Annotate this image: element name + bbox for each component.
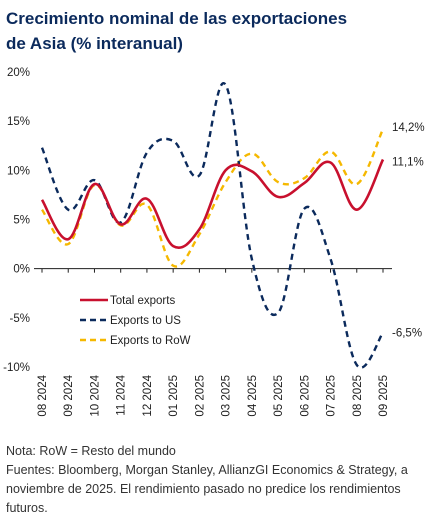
x-tick-label: 04 2025 — [247, 375, 259, 417]
x-tick-label: 12 2024 — [142, 374, 154, 416]
chart-title-line-2: de Asia (% interanual) — [6, 34, 183, 53]
y-tick-label: 5% — [13, 215, 30, 227]
x-tick-label: 09 2024 — [63, 374, 75, 416]
legend-label-us: Exports to US — [110, 315, 181, 327]
x-tick-label: 11 2024 — [116, 374, 128, 415]
x-tick-label: 03 2025 — [221, 375, 233, 417]
y-tick-label: 20% — [7, 67, 30, 79]
y-tick-label: 10% — [7, 165, 30, 177]
x-tick-label: 06 2025 — [299, 375, 311, 417]
footer-sources: Fuentes: Bloomberg, Morgan Stanley, Alli… — [6, 463, 408, 515]
x-tick-label: 08 2025 — [352, 375, 364, 417]
chart-title-line-1: Crecimiento nominal de las exportaciones — [6, 9, 348, 28]
y-tick-label: 15% — [7, 116, 30, 128]
end-label-total: 11,1% — [392, 157, 424, 169]
x-tick-label: 09 2025 — [378, 375, 390, 417]
footer-note: Nota: RoW = Resto del mundo — [6, 444, 176, 458]
end-label-us: -6,5% — [392, 328, 422, 340]
x-tick-label: 01 2025 — [168, 375, 180, 417]
x-tick-label: 08 2024 — [37, 374, 49, 416]
legend-label-row: Exports to RoW — [110, 335, 191, 347]
chart-title: Crecimiento nominal de las exportaciones… — [6, 6, 426, 56]
legend: Total exports Exports to US Exports to RoW — [80, 295, 191, 347]
x-axis: 08 2024 09 2024 10 2024 11 2024 12 2024 01 20… — [37, 268, 390, 417]
x-tick-label: 10 2024 — [89, 374, 101, 416]
y-tick-label: -5% — [10, 313, 30, 325]
line-chart: 20% 15% 10% 5% 0% -5% -10% 08 2024 09 2024 10 20… — [3, 67, 425, 417]
series-group — [40, 82, 385, 369]
series-line-total — [40, 158, 385, 249]
series-line-us — [40, 82, 385, 369]
legend-label-total: Total exports — [110, 295, 175, 307]
y-tick-label: 0% — [13, 264, 30, 276]
end-label-row: 14,2% — [392, 122, 425, 134]
x-tick-label: 05 2025 — [273, 375, 285, 417]
y-tick-label: -10% — [3, 362, 30, 374]
chart-footer: Nota: RoW = Resto del mundo Fuentes: Blo… — [6, 442, 438, 518]
x-tick-label: 07 2025 — [326, 375, 338, 417]
y-axis: 20% 15% 10% 5% 0% -5% -10% — [3, 67, 30, 374]
end-labels: 11,1% -6,5% 14,2% — [392, 122, 425, 340]
x-tick-label: 02 2025 — [194, 375, 206, 417]
